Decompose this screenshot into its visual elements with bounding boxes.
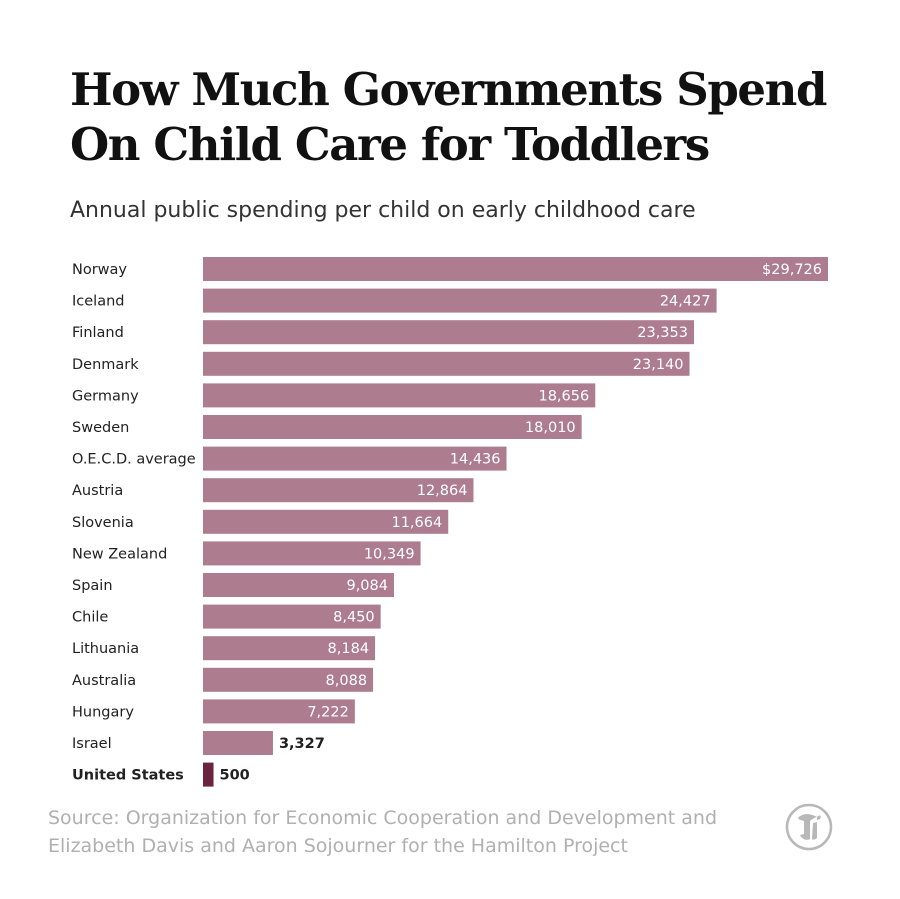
bar-spain xyxy=(203,573,394,597)
bar-australia xyxy=(203,667,374,692)
category-label-norway: Norway xyxy=(72,262,127,278)
bar-iceland xyxy=(203,288,717,313)
category-label-united-states: United States xyxy=(72,768,184,784)
category-label-lithuania: Lithuania xyxy=(72,641,139,657)
category-label-hungary: Hungary xyxy=(72,704,134,720)
category-label-israel: Israel xyxy=(72,736,112,752)
chart-subtitle: Annual public spending per child on earl… xyxy=(70,198,696,223)
value-label-finland: 23,353 xyxy=(637,325,688,341)
category-label-austria: Austria xyxy=(72,483,123,499)
value-label-denmark: 23,140 xyxy=(633,357,684,373)
source-line-2: Elizabeth Davis and Aaron Sojourner for … xyxy=(48,835,628,857)
category-label-germany: Germany xyxy=(72,388,139,404)
bar-denmark xyxy=(203,351,690,376)
bar-lithuania xyxy=(203,636,376,661)
value-label-slovenia: 11,664 xyxy=(391,515,442,531)
value-label-germany: 18,656 xyxy=(538,388,589,404)
source-line-1: Source: Organization for Economic Cooper… xyxy=(48,807,718,829)
value-label-hungary: 7,222 xyxy=(307,704,349,720)
category-label-slovenia: Slovenia xyxy=(72,515,134,531)
category-label-sweden: Sweden xyxy=(72,420,129,436)
value-label-australia: 8,088 xyxy=(326,673,368,689)
value-label-new-zealand: 10,349 xyxy=(364,546,415,562)
category-label-chile: Chile xyxy=(72,610,108,626)
bar-finland xyxy=(203,320,695,345)
value-label-united-states: 500 xyxy=(220,768,250,784)
nyt-logo-icon xyxy=(785,803,833,851)
bar-new-zealand xyxy=(203,541,421,566)
category-label-australia: Australia xyxy=(72,673,136,689)
value-label-israel: 3,327 xyxy=(279,736,325,752)
chart-title-line-2: On Child Care for Toddlers xyxy=(70,118,710,171)
bar-sweden xyxy=(203,415,582,439)
chart-title: How Much Governments Spend On Child Care… xyxy=(70,62,870,172)
bar-chile xyxy=(203,604,381,629)
value-label-spain: 9,084 xyxy=(346,578,388,594)
category-label-new-zealand: New Zealand xyxy=(72,546,167,562)
value-label-lithuania: 8,184 xyxy=(328,641,370,657)
category-label-spain: Spain xyxy=(72,578,113,594)
value-label-norway: $29,726 xyxy=(762,262,822,278)
chart-title-line-1: How Much Governments Spend xyxy=(70,63,827,116)
value-label-iceland: 24,427 xyxy=(660,294,711,310)
value-label-sweden: 18,010 xyxy=(525,420,576,436)
bar-united-states xyxy=(203,762,214,787)
value-label-o-e-c-d-average: 14,436 xyxy=(450,452,501,468)
bar-germany xyxy=(203,383,596,408)
category-label-finland: Finland xyxy=(72,325,124,341)
bar-slovenia xyxy=(203,509,449,534)
bar-norway xyxy=(203,257,828,281)
category-label-denmark: Denmark xyxy=(72,357,139,373)
value-label-chile: 8,450 xyxy=(333,610,375,626)
bar-hungary xyxy=(203,699,355,724)
bar-o-e-c-d-average xyxy=(203,446,507,471)
category-label-iceland: Iceland xyxy=(72,294,124,310)
category-label-o-e-c-d-average: O.E.C.D. average xyxy=(72,452,196,468)
source-note: Source: Organization for Economic Cooper… xyxy=(48,804,768,860)
bar-austria xyxy=(203,478,474,503)
value-label-austria: 12,864 xyxy=(417,483,468,499)
bar-israel xyxy=(203,731,273,755)
bar-chart: Norway $29,726 Iceland 24,427 Finland 23,353 D… xyxy=(72,257,828,787)
